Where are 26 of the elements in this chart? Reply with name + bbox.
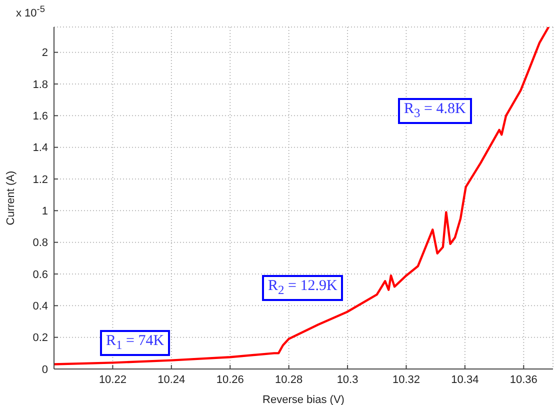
y-tick-label: 0.8 <box>32 237 48 250</box>
x-tick-label: 10.24 <box>158 374 186 386</box>
line-series <box>54 27 550 366</box>
y-tick-label: 1.8 <box>32 78 48 91</box>
y-tick-label: 2 <box>42 47 48 60</box>
y-tick-label: 0.6 <box>32 268 48 281</box>
x-tick-label: 10.22 <box>98 374 126 386</box>
y-axis-title: Current (A) <box>4 170 17 226</box>
annotation: R$_{1}$ = 74K <box>100 330 170 356</box>
annotation: R$_{2}$ = 12.9K <box>262 275 344 301</box>
text: x 10$^{-5}$ <box>16 4 45 20</box>
y-tick-label: 1.2 <box>32 174 48 186</box>
x-tick-label: 10.26 <box>216 374 244 386</box>
y-tick-label: 0.4 <box>32 300 48 313</box>
x-tick-label: 10.36 <box>510 374 538 386</box>
y-tick-label: 1.4 <box>32 142 48 154</box>
annotation: R$_{3}$ = 4.8K <box>398 98 472 124</box>
y-tick-label: 0 <box>42 364 48 376</box>
y-tick-label: 1.6 <box>32 110 48 123</box>
y-tick-label: 1 <box>42 206 48 218</box>
x-tick-label: 10.28 <box>275 374 303 386</box>
x-tick-label: 10.3 <box>336 374 358 386</box>
x-axis-title: Reverse bias (V) <box>262 394 344 405</box>
y-tick-label: 0.2 <box>32 332 48 344</box>
x-tick-label: 10.34 <box>451 374 479 386</box>
x-tick-label: 10.32 <box>392 374 420 386</box>
